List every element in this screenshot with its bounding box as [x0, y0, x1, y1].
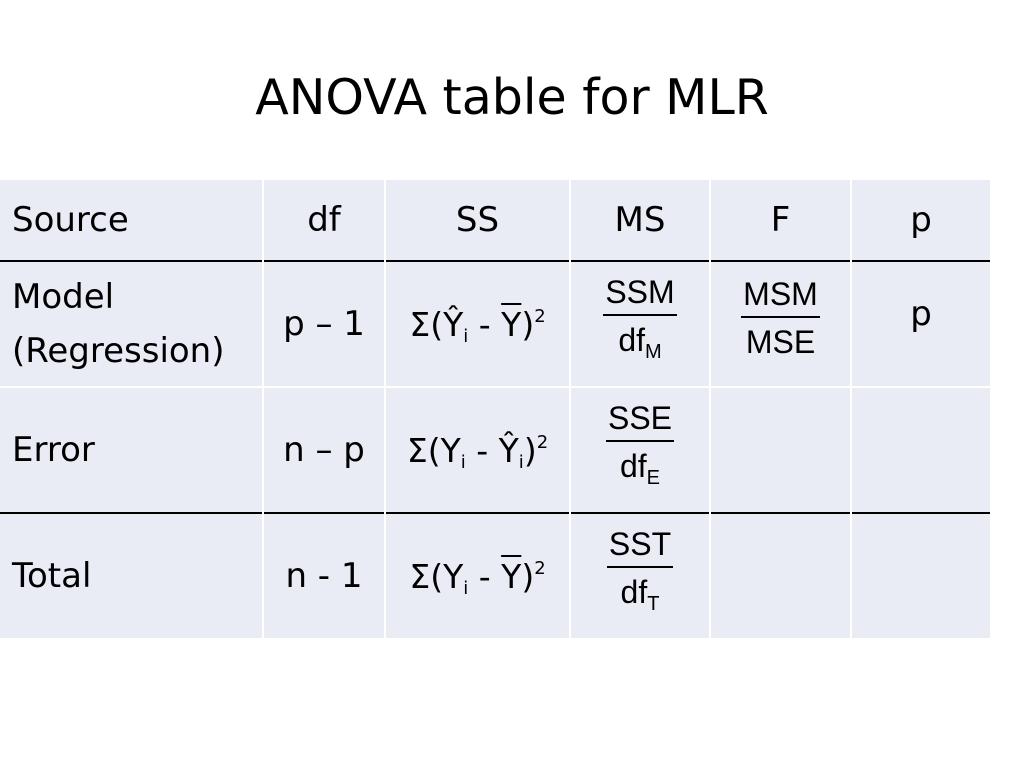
ss-total-ybar: Y: [501, 556, 522, 596]
ms-model-fraction: SSM dfM: [603, 276, 677, 362]
header-f: F: [710, 180, 852, 261]
p-cell-error: [851, 386, 990, 513]
ss-total-suffix: ): [521, 556, 535, 596]
ms-total-denominator: dfT: [607, 568, 673, 614]
table-header-row: Source df SS MS F p: [0, 180, 990, 261]
ms-model-numerator: SSM: [603, 276, 677, 316]
ms-cell-model: SSM dfM: [570, 260, 711, 387]
ss-error-suffix: ): [523, 430, 537, 470]
df-cell-total: n - 1: [263, 512, 386, 638]
header-ms: MS: [570, 180, 711, 261]
header-df: df: [263, 180, 386, 261]
ss-model-sub: i: [463, 325, 469, 347]
header-p: p: [851, 180, 990, 261]
source-cell-model: Model (Regression): [0, 260, 264, 387]
ss-total-sup: 2: [534, 557, 546, 579]
df-cell-error: n – p: [263, 386, 386, 513]
source-model-line2: (Regression): [12, 331, 225, 371]
table-row-total: Total n - 1 Σ(Yi - Y)2 SST dfT: [0, 512, 990, 638]
ss-model-ybar: Y: [501, 304, 522, 344]
ss-total-sub: i: [463, 577, 469, 599]
ms-cell-error: SSE dfE: [570, 386, 711, 513]
ss-error-sup: 2: [536, 431, 549, 453]
ms-error-denominator: dfE: [606, 442, 674, 488]
table-row-error: Error n – p Σ(Yi - Ŷi)2 SSE dfE: [0, 386, 990, 513]
ss-total-mid: -: [468, 556, 502, 596]
f-model-numerator: MSM: [741, 278, 820, 318]
ss-error-sub2: i: [518, 451, 524, 473]
ms-total-numerator: SST: [606, 528, 674, 568]
f-cell-model: MSM MSE: [710, 260, 852, 387]
ms-error-den-text: df: [619, 448, 647, 484]
f-cell-error: [710, 386, 852, 513]
p-cell-model: p: [851, 260, 990, 387]
ss-model-suffix: ): [521, 304, 535, 344]
ms-error-den-sub: E: [646, 467, 661, 489]
table-row-model: Model (Regression) p – 1 Σ(Ŷi - Y)2 SSM …: [0, 260, 990, 387]
ss-error-prefix: Σ(Y: [406, 430, 461, 470]
anova-table: Source df SS MS F p Model (Regression) p…: [0, 180, 990, 638]
ms-cell-total: SST dfT: [570, 512, 711, 638]
f-model-fraction: MSM MSE: [741, 278, 820, 358]
source-cell-total: Total: [0, 512, 264, 638]
ms-model-den-text: df: [618, 322, 645, 358]
header-source: Source: [0, 180, 264, 261]
ms-model-den-sub: M: [645, 341, 662, 363]
slide-title: ANOVA table for MLR: [255, 69, 769, 126]
source-model-line1: Model: [12, 277, 115, 317]
ss-error-mid: - Ŷ: [465, 430, 519, 470]
header-ss: SS: [385, 180, 571, 261]
ss-cell-model: Σ(Ŷi - Y)2: [385, 260, 571, 387]
f-cell-total: [710, 512, 852, 638]
p-model-value: p: [910, 294, 932, 334]
p-cell-total: [851, 512, 990, 638]
ss-total-prefix: Σ(Y: [409, 556, 464, 596]
ms-total-den-text: df: [620, 574, 648, 610]
ss-cell-error: Σ(Yi - Ŷi)2: [385, 386, 571, 513]
ms-total-den-sub: T: [647, 593, 660, 615]
ss-cell-total: Σ(Yi - Y)2: [385, 512, 571, 638]
ss-model-sup: 2: [534, 305, 546, 327]
source-cell-error: Error: [0, 386, 264, 513]
ms-model-denominator: dfM: [603, 316, 676, 362]
ss-model-mid: -: [468, 304, 502, 344]
f-model-denominator: MSE: [745, 324, 816, 360]
ms-error-fraction: SSE dfE: [605, 402, 675, 488]
df-cell-model: p – 1: [263, 260, 386, 387]
ms-error-numerator: SSE: [605, 402, 675, 442]
ms-total-fraction: SST dfT: [606, 528, 674, 614]
ss-model-prefix: Σ(Ŷ: [409, 304, 464, 344]
ss-error-sub1: i: [460, 451, 466, 473]
